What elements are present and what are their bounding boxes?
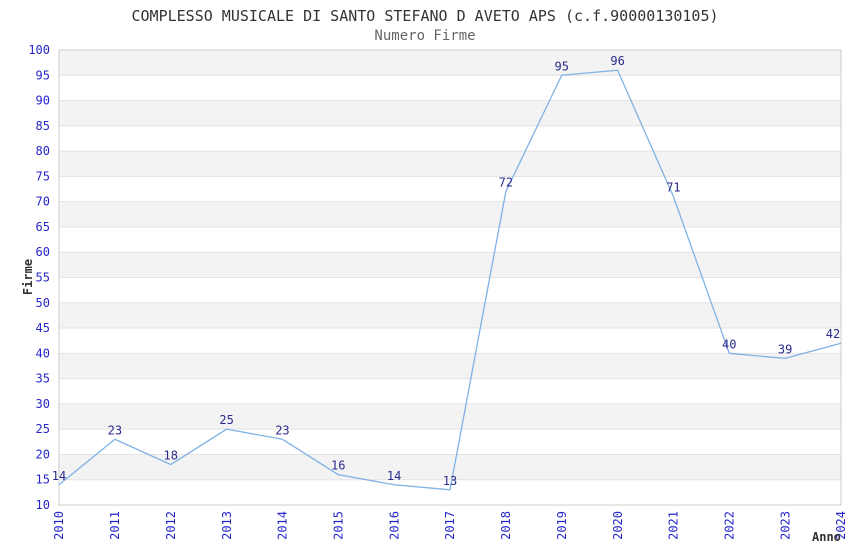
y-tick-label: 90 [36, 94, 50, 108]
plot-band [59, 100, 841, 126]
plot-band [59, 454, 841, 480]
y-tick-label: 75 [36, 169, 50, 183]
data-point-label: 40 [722, 337, 736, 351]
data-point-label: 23 [275, 423, 289, 437]
data-point-label: 71 [666, 181, 680, 195]
y-tick-label: 55 [36, 271, 50, 285]
data-point-label: 95 [554, 59, 568, 73]
y-tick-label: 70 [36, 195, 50, 209]
plot-band [59, 353, 841, 379]
y-tick-label: 85 [36, 119, 50, 133]
y-tick-label: 30 [36, 397, 50, 411]
plot-band [59, 151, 841, 177]
y-tick-label: 80 [36, 144, 50, 158]
y-tick-label: 40 [36, 346, 50, 360]
x-tick-label: 2023 [778, 511, 792, 540]
data-point-label: 14 [52, 469, 66, 483]
y-tick-label: 35 [36, 372, 50, 386]
y-tick-label: 65 [36, 220, 50, 234]
data-point-label: 72 [499, 176, 513, 190]
y-tick-label: 20 [36, 447, 50, 461]
y-tick-label: 95 [36, 68, 50, 82]
data-point-label: 23 [108, 423, 122, 437]
x-tick-label: 2020 [611, 511, 625, 540]
x-tick-label: 2022 [722, 511, 736, 540]
x-axis-title: Anno [812, 530, 841, 544]
y-tick-label: 25 [36, 422, 50, 436]
chart-subtitle: Numero Firme [374, 28, 476, 44]
x-tick-label: 2010 [52, 511, 66, 540]
x-tick-label: 2013 [220, 511, 234, 540]
x-tick-label: 2019 [555, 511, 569, 540]
data-point-label: 39 [778, 342, 792, 356]
chart-title: COMPLESSO MUSICALE DI SANTO STEFANO D AV… [131, 7, 719, 25]
data-point-label: 42 [826, 327, 840, 341]
x-tick-label: 2021 [667, 511, 681, 540]
plot-band [59, 403, 841, 430]
x-tick-label: 2018 [499, 511, 513, 540]
data-point-label: 96 [610, 54, 624, 68]
y-tick-label: 100 [28, 43, 50, 57]
x-tick-label: 2012 [164, 511, 178, 540]
y-tick-label: 60 [36, 245, 50, 259]
x-tick-label: 2017 [443, 511, 457, 540]
series-line [58, 69, 842, 491]
data-point-label: 25 [219, 413, 233, 427]
data-point-label: 14 [387, 469, 401, 483]
y-tick-label: 10 [36, 498, 50, 512]
x-tick-label: 2015 [331, 511, 345, 540]
plot-band [59, 201, 841, 227]
plot-band [59, 50, 841, 76]
data-point-label: 16 [331, 459, 345, 473]
y-tick-label: 45 [36, 321, 50, 335]
x-tick-label: 2016 [387, 511, 401, 540]
data-point-label: 18 [163, 449, 177, 463]
y-axis-title: Firme [21, 258, 35, 296]
y-tick-label: 15 [36, 473, 50, 487]
x-tick-label: 2024 [834, 511, 848, 540]
plot-band [59, 302, 841, 329]
y-tick-label: 50 [36, 296, 50, 310]
x-tick-label: 2011 [108, 511, 122, 540]
data-point-label: 13 [443, 474, 457, 488]
plot-border [58, 49, 842, 506]
plot-band [59, 252, 841, 278]
x-tick-label: 2014 [276, 511, 290, 540]
